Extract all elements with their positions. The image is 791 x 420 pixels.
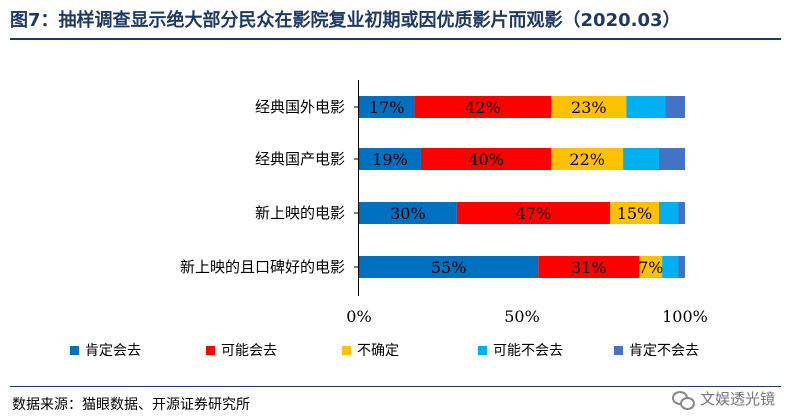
x-tick-label: 100%	[662, 307, 708, 326]
data-label: 19%	[372, 150, 408, 169]
bar-segment	[610, 202, 659, 224]
data-label: 55%	[431, 258, 467, 277]
legend-swatch	[614, 345, 623, 355]
bar-segment	[678, 202, 685, 224]
category-label: 经典国外电影	[255, 98, 345, 116]
bar-segment	[665, 96, 685, 118]
legend-item: 肯定不会去	[614, 340, 750, 360]
data-label: 15%	[617, 204, 653, 223]
chart-title: 图7：抽样调查显示绝大部分民众在影院复业初期或因优质影片而观影（2020.03）	[10, 10, 681, 31]
data-label: 23%	[571, 98, 607, 117]
bar-segment	[626, 96, 666, 118]
bar-segment	[551, 96, 627, 118]
data-label: 22%	[569, 150, 605, 169]
bar-segment	[658, 202, 679, 224]
data-label: 17%	[369, 98, 405, 117]
category-label: 新上映的且口碑好的电影	[180, 258, 345, 276]
title-divider	[10, 38, 781, 40]
bar-segment	[678, 256, 685, 278]
legend-swatch	[342, 345, 351, 355]
legend-swatch	[478, 345, 487, 355]
legend-label: 可能不会去	[493, 343, 563, 359]
legend-item: 不确定	[342, 340, 478, 360]
bar-segment	[662, 256, 679, 278]
bar-segment	[359, 148, 421, 170]
legend-label: 肯定会去	[85, 343, 141, 359]
bar-segment	[538, 256, 640, 278]
bar-segment	[658, 148, 685, 170]
legend-swatch	[70, 345, 79, 355]
legend-label: 不确定	[357, 343, 399, 359]
data-label: 40%	[468, 150, 504, 169]
data-label: 7%	[638, 258, 663, 277]
legend-item: 肯定会去	[70, 340, 206, 360]
bar-segment	[420, 148, 552, 170]
bar-segment	[359, 96, 415, 118]
legend-label: 肯定不会去	[629, 343, 699, 359]
legend-item: 可能会去	[206, 340, 342, 360]
legend-label: 可能会去	[221, 343, 277, 359]
source-note: 数据来源：猫眼数据、开源证券研究所	[12, 397, 250, 413]
bar-segment	[414, 96, 552, 118]
data-label: 42%	[465, 98, 501, 117]
x-tick-label: 50%	[504, 307, 540, 326]
data-label: 47%	[516, 204, 552, 223]
legend-swatch	[206, 345, 215, 355]
chart-legend: 肯定会去 可能会去 不确定 可能不会去 肯定不会去	[70, 340, 750, 360]
category-label: 新上映的电影	[255, 204, 345, 222]
x-tick-label: 0%	[346, 307, 371, 326]
legend-item: 可能不会去	[478, 340, 614, 360]
footer-divider	[10, 386, 781, 387]
bar-segment	[456, 202, 611, 224]
data-label: 31%	[571, 258, 607, 277]
bar-segment	[639, 256, 663, 278]
bar-segment	[551, 148, 624, 170]
category-label: 经典国产电影	[255, 150, 345, 168]
wechat-icon	[671, 389, 695, 410]
stacked-bar-chart: 经典国外电影 17% 42% 23% 经典国产电影 19% 40% 22% 新上映的电影 30% 4…	[180, 80, 708, 326]
bar-segment	[359, 256, 539, 278]
bar-segment	[359, 202, 457, 224]
watermark: 文娱透光镜	[671, 388, 775, 410]
data-label: 30%	[390, 204, 426, 223]
watermark-text: 文娱透光镜	[699, 390, 775, 408]
bar-segment	[623, 148, 659, 170]
